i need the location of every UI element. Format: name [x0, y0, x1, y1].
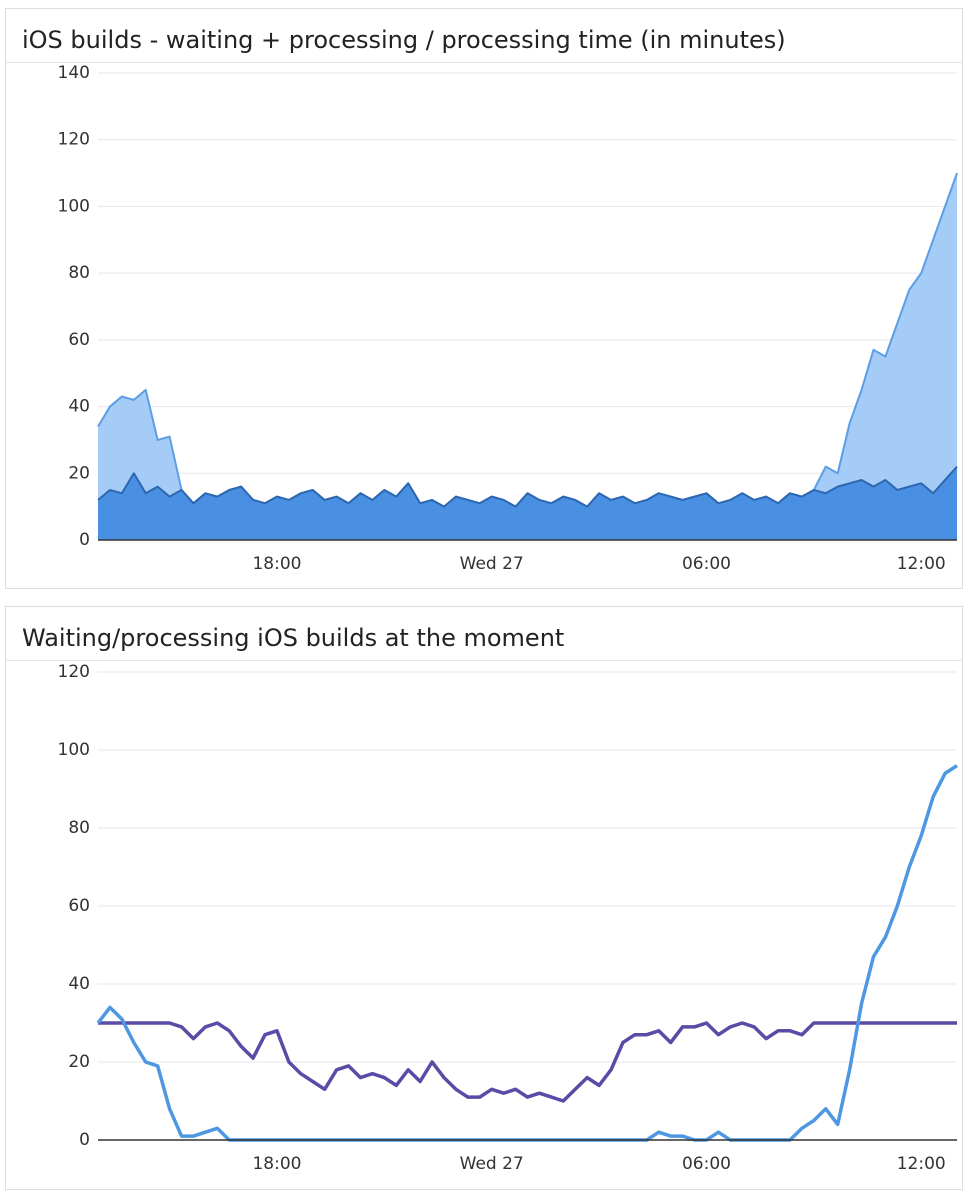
y-tick-label: 120	[58, 130, 90, 150]
panel	[5, 606, 963, 1190]
area	[98, 466, 957, 540]
chart-title: Waiting/processing iOS builds at the mom…	[22, 624, 564, 652]
y-tick-label: 80	[68, 818, 90, 838]
y-tick-label: 60	[68, 896, 90, 916]
y-tick-label: 0	[79, 1130, 90, 1150]
y-tick-label: 80	[68, 263, 90, 283]
y-tick-label: 0	[79, 530, 90, 550]
x-tick-label: Wed 27	[460, 1154, 524, 1174]
y-tick-label: 140	[58, 63, 90, 83]
y-tick-label: 20	[68, 463, 90, 483]
x-tick-label: 06:00	[682, 1154, 731, 1174]
y-tick-label: 40	[68, 974, 90, 994]
area-line	[97, 465, 958, 508]
x-tick-label: Wed 27	[460, 554, 524, 574]
line	[98, 1021, 957, 1103]
x-tick-label: 18:00	[252, 554, 301, 574]
x-tick-label: 12:00	[897, 554, 946, 574]
x-tick-label: 12:00	[897, 1154, 946, 1174]
chart-title: iOS builds - waiting + processing / proc…	[22, 26, 786, 54]
x-tick-label: 18:00	[252, 1154, 301, 1174]
y-tick-label: 100	[58, 740, 90, 760]
y-tick-label: 40	[68, 397, 90, 417]
y-tick-label: 100	[58, 196, 90, 216]
y-tick-label: 120	[58, 662, 90, 682]
y-tick-label: 20	[68, 1052, 90, 1072]
y-tick-label: 60	[68, 330, 90, 350]
x-tick-label: 06:00	[682, 554, 731, 574]
